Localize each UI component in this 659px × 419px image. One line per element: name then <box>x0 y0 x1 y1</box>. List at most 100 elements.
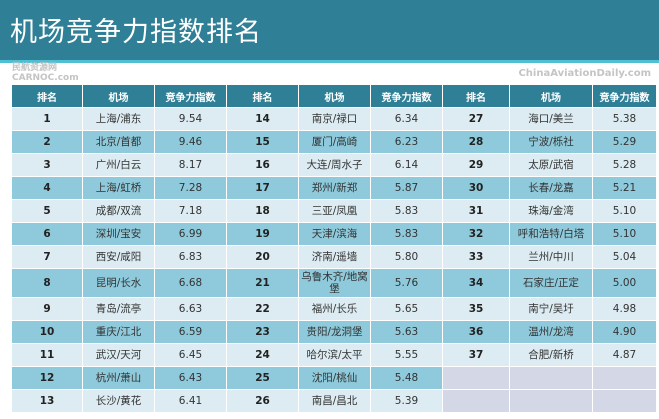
cell-airport: 乌鲁木齐/地窝堡 <box>298 268 371 298</box>
cell-airport: 太原/武宿 <box>509 153 593 177</box>
cell-index: 6.23 <box>370 130 443 154</box>
table-row: 4 上海/虹桥 7.28 17 郑州/新郑 5.87 30 长春/龙嘉 5.21 <box>11 176 657 200</box>
empty-cell <box>509 366 593 390</box>
cell-rank: 33 <box>442 245 510 269</box>
table-header: 排名 机场 竞争力指数 排名 机场 竞争力指数 排名 机场 竞争力指数 <box>11 84 657 108</box>
cell-index: 6.99 <box>154 222 227 246</box>
cell-airport: 合肥/新桥 <box>509 343 593 367</box>
cell-index: 5.00 <box>592 268 657 298</box>
column-header: 排名 <box>442 84 510 108</box>
cell-rank: 34 <box>442 268 510 298</box>
cell-index: 6.59 <box>154 320 227 344</box>
cell-rank: 36 <box>442 320 510 344</box>
cell-airport: 海口/美兰 <box>509 107 593 131</box>
cell-rank: 10 <box>11 320 83 344</box>
column-header: 排名 <box>226 84 299 108</box>
cell-index: 5.83 <box>370 199 443 223</box>
cell-airport: 珠海/金湾 <box>509 199 593 223</box>
page-title: 机场竞争力指数排名 <box>10 17 262 48</box>
cell-airport: 沈阳/桃仙 <box>298 366 371 390</box>
cell-rank: 9 <box>11 297 83 321</box>
cell-rank: 25 <box>226 366 299 390</box>
cell-airport: 广州/白云 <box>82 153 155 177</box>
table-row: 1 上海/浦东 9.54 14 南京/禄口 6.34 27 海口/美兰 5.38 <box>11 107 657 131</box>
cell-airport: 上海/虹桥 <box>82 176 155 200</box>
cell-airport: 上海/浦东 <box>82 107 155 131</box>
cell-airport: 大连/周水子 <box>298 153 371 177</box>
cell-index: 5.80 <box>370 245 443 269</box>
cell-index: 6.14 <box>370 153 443 177</box>
cell-index: 6.45 <box>154 343 227 367</box>
cell-rank: 11 <box>11 343 83 367</box>
cell-rank: 28 <box>442 130 510 154</box>
empty-cell <box>442 366 510 390</box>
table-row: 6 深圳/宝安 6.99 19 天津/滨海 5.83 32 呼和浩特/白塔 5.10 <box>11 222 657 246</box>
cell-index: 6.41 <box>154 389 227 413</box>
cell-index: 4.98 <box>592 297 657 321</box>
column-header: 竞争力指数 <box>592 84 657 108</box>
cell-airport: 南京/禄口 <box>298 107 371 131</box>
cell-rank: 8 <box>11 268 83 298</box>
cell-airport: 呼和浩特/白塔 <box>509 222 593 246</box>
table-row: 10 重庆/江北 6.59 23 贵阳/龙洞堡 5.63 36 温州/龙湾 4.90 <box>11 320 657 344</box>
cell-airport: 郑州/新郑 <box>298 176 371 200</box>
cell-index: 5.10 <box>592 222 657 246</box>
table-row: 5 成都/双流 7.18 18 三亚/凤凰 5.83 31 珠海/金湾 5.10 <box>11 199 657 223</box>
cell-index: 5.10 <box>592 199 657 223</box>
empty-cell <box>592 389 657 413</box>
cell-rank: 19 <box>226 222 299 246</box>
cell-rank: 15 <box>226 130 299 154</box>
cell-rank: 17 <box>226 176 299 200</box>
cell-airport: 宁波/栎社 <box>509 130 593 154</box>
cell-index: 4.90 <box>592 320 657 344</box>
cell-rank: 22 <box>226 297 299 321</box>
cell-index: 6.34 <box>370 107 443 131</box>
cell-rank: 14 <box>226 107 299 131</box>
cell-index: 5.48 <box>370 366 443 390</box>
cell-airport: 北京/首都 <box>82 130 155 154</box>
table-row: 13 长沙/黄花 6.41 26 南昌/昌北 5.39 <box>11 389 657 413</box>
cell-rank: 27 <box>442 107 510 131</box>
cell-index: 4.87 <box>592 343 657 367</box>
cell-index: 5.83 <box>370 222 443 246</box>
empty-cell <box>442 389 510 413</box>
cell-index: 6.83 <box>154 245 227 269</box>
cell-rank: 32 <box>442 222 510 246</box>
cell-rank: 5 <box>11 199 83 223</box>
cell-index: 5.29 <box>592 130 657 154</box>
cell-airport: 长沙/黄花 <box>82 389 155 413</box>
cell-airport: 杭州/萧山 <box>82 366 155 390</box>
table-row: 12 杭州/萧山 6.43 25 沈阳/桃仙 5.48 <box>11 366 657 390</box>
cell-rank: 12 <box>11 366 83 390</box>
cell-airport: 武汉/天河 <box>82 343 155 367</box>
column-header: 机场 <box>509 84 593 108</box>
table-row: 3 广州/白云 8.17 16 大连/周水子 6.14 29 太原/武宿 5.28 <box>11 153 657 177</box>
cell-airport: 贵阳/龙洞堡 <box>298 320 371 344</box>
cell-airport: 天津/滨海 <box>298 222 371 246</box>
cell-index: 5.21 <box>592 176 657 200</box>
watermark-carnoc: 民航资源网 CARNOC.com <box>12 63 79 83</box>
cell-airport: 昆明/长水 <box>82 268 155 298</box>
column-header: 排名 <box>11 84 83 108</box>
cell-index: 5.28 <box>592 153 657 177</box>
cell-airport: 重庆/江北 <box>82 320 155 344</box>
cell-index: 5.39 <box>370 389 443 413</box>
cell-rank: 13 <box>11 389 83 413</box>
column-header: 机场 <box>82 84 155 108</box>
cell-index: 6.63 <box>154 297 227 321</box>
cell-rank: 6 <box>11 222 83 246</box>
cell-rank: 3 <box>11 153 83 177</box>
cell-index: 7.18 <box>154 199 227 223</box>
cell-airport: 南昌/昌北 <box>298 389 371 413</box>
cell-index: 8.17 <box>154 153 227 177</box>
table-row: 11 武汉/天河 6.45 24 哈尔滨/太平 5.55 37 合肥/新桥 4.87 <box>11 343 657 367</box>
cell-rank: 37 <box>442 343 510 367</box>
table-row: 2 北京/首都 9.46 15 厦门/高崎 6.23 28 宁波/栎社 5.29 <box>11 130 657 154</box>
cell-index: 5.63 <box>370 320 443 344</box>
cell-airport: 厦门/高崎 <box>298 130 371 154</box>
cell-airport: 长春/龙嘉 <box>509 176 593 200</box>
watermark-en: CARNOC.com <box>12 73 79 83</box>
cell-index: 9.54 <box>154 107 227 131</box>
column-header: 机场 <box>298 84 371 108</box>
cell-index: 9.46 <box>154 130 227 154</box>
